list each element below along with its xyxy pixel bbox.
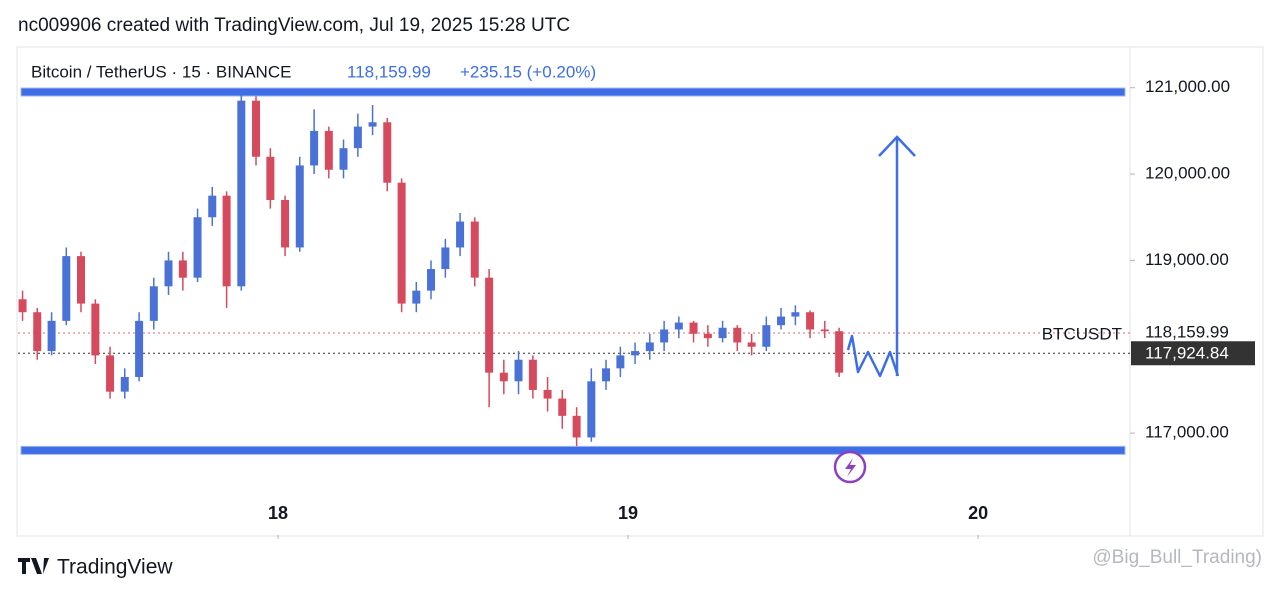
brand: TradingView [57, 556, 173, 579]
candle-body [368, 122, 377, 127]
candle-body [397, 182, 406, 304]
candle-body [310, 130, 319, 166]
candle-body [631, 351, 640, 356]
candle-body [703, 333, 712, 339]
candle-body [412, 290, 421, 304]
candle-body [572, 415, 581, 438]
candle-body [499, 372, 508, 382]
candle-body [674, 322, 683, 330]
candle-body [18, 299, 27, 313]
candle-body [178, 260, 187, 278]
candle-body [339, 148, 348, 170]
chart-frame [16, 46, 1264, 537]
candle-body [149, 286, 158, 321]
candle-body [77, 256, 86, 304]
candle-body [237, 100, 246, 287]
candle-body [47, 320, 56, 352]
candle-body [295, 165, 304, 248]
candle-body [587, 381, 596, 438]
candle-body [485, 277, 494, 373]
candle-body [514, 359, 523, 382]
candle-body [835, 331, 844, 373]
candle-body [456, 221, 465, 248]
y-tick-label: 120,000.00 [1145, 164, 1230, 183]
candle-body [660, 329, 669, 343]
zigzag-drawing [846, 334, 900, 378]
candle-body [383, 122, 392, 183]
candle-body [762, 325, 771, 347]
price-line-label: 117,924.84 [1145, 344, 1229, 363]
candle-body [470, 221, 479, 278]
level-band [20, 445, 1126, 455]
x-tick-label: 20 [968, 503, 988, 523]
candle-body [528, 359, 537, 390]
candle-body [616, 355, 625, 369]
price-line-label: 118,159.99 [1145, 322, 1229, 341]
x-tick-label: 18 [268, 503, 288, 523]
x-tick-label: 19 [618, 503, 638, 523]
candle-body [193, 217, 202, 278]
event-icon-bolt [845, 458, 856, 477]
candle-body [427, 269, 436, 291]
candle-body [689, 322, 698, 334]
level-band [20, 87, 1126, 97]
candle-body [791, 312, 800, 317]
arrow-head [878, 135, 916, 157]
y-tick-label: 121,000.00 [1145, 77, 1230, 96]
candle-body [222, 195, 231, 287]
candle-body [324, 130, 333, 170]
price-change: +235.15 (+0.20%) [460, 62, 596, 81]
candle-body [120, 376, 129, 392]
brand-logo [18, 558, 49, 574]
credit: nc009906 created with TradingView.com, J… [18, 15, 570, 36]
candle-body [106, 355, 115, 392]
candle-body [252, 100, 261, 157]
candle-body [266, 156, 275, 200]
symbol: Bitcoin / TetherUS · 15 · BINANCE [31, 62, 291, 81]
candle-body [777, 316, 786, 326]
last-price: 118,159.99 [347, 62, 431, 81]
candle-body [602, 368, 611, 382]
candle-body [164, 260, 173, 287]
candle-body [135, 320, 144, 377]
candle-body [733, 327, 742, 343]
candle-body [441, 247, 450, 270]
candle-body [91, 303, 100, 356]
price-label-bg [1131, 341, 1255, 366]
y-tick-label: 117,000.00 [1145, 423, 1229, 442]
candle-body [62, 256, 71, 321]
plot: 121,000.00 120,000.00 119,000.00 117,000.00… [18, 77, 1255, 539]
candle-body [645, 342, 654, 352]
watermark: @Big_Bull_Trading) [1092, 547, 1262, 568]
candle-body [208, 195, 217, 218]
candle-body [543, 389, 552, 399]
candle-body [33, 312, 42, 352]
candle-body [558, 398, 567, 416]
candle-body [820, 329, 829, 332]
price-line-name: BTCUSDT [1042, 324, 1122, 343]
candle-body [353, 126, 362, 149]
candle-body [747, 342, 756, 347]
candle-body [718, 327, 727, 339]
candle-body [806, 312, 815, 330]
candle-body [281, 199, 290, 248]
y-tick-label: 119,000.00 [1145, 250, 1229, 269]
